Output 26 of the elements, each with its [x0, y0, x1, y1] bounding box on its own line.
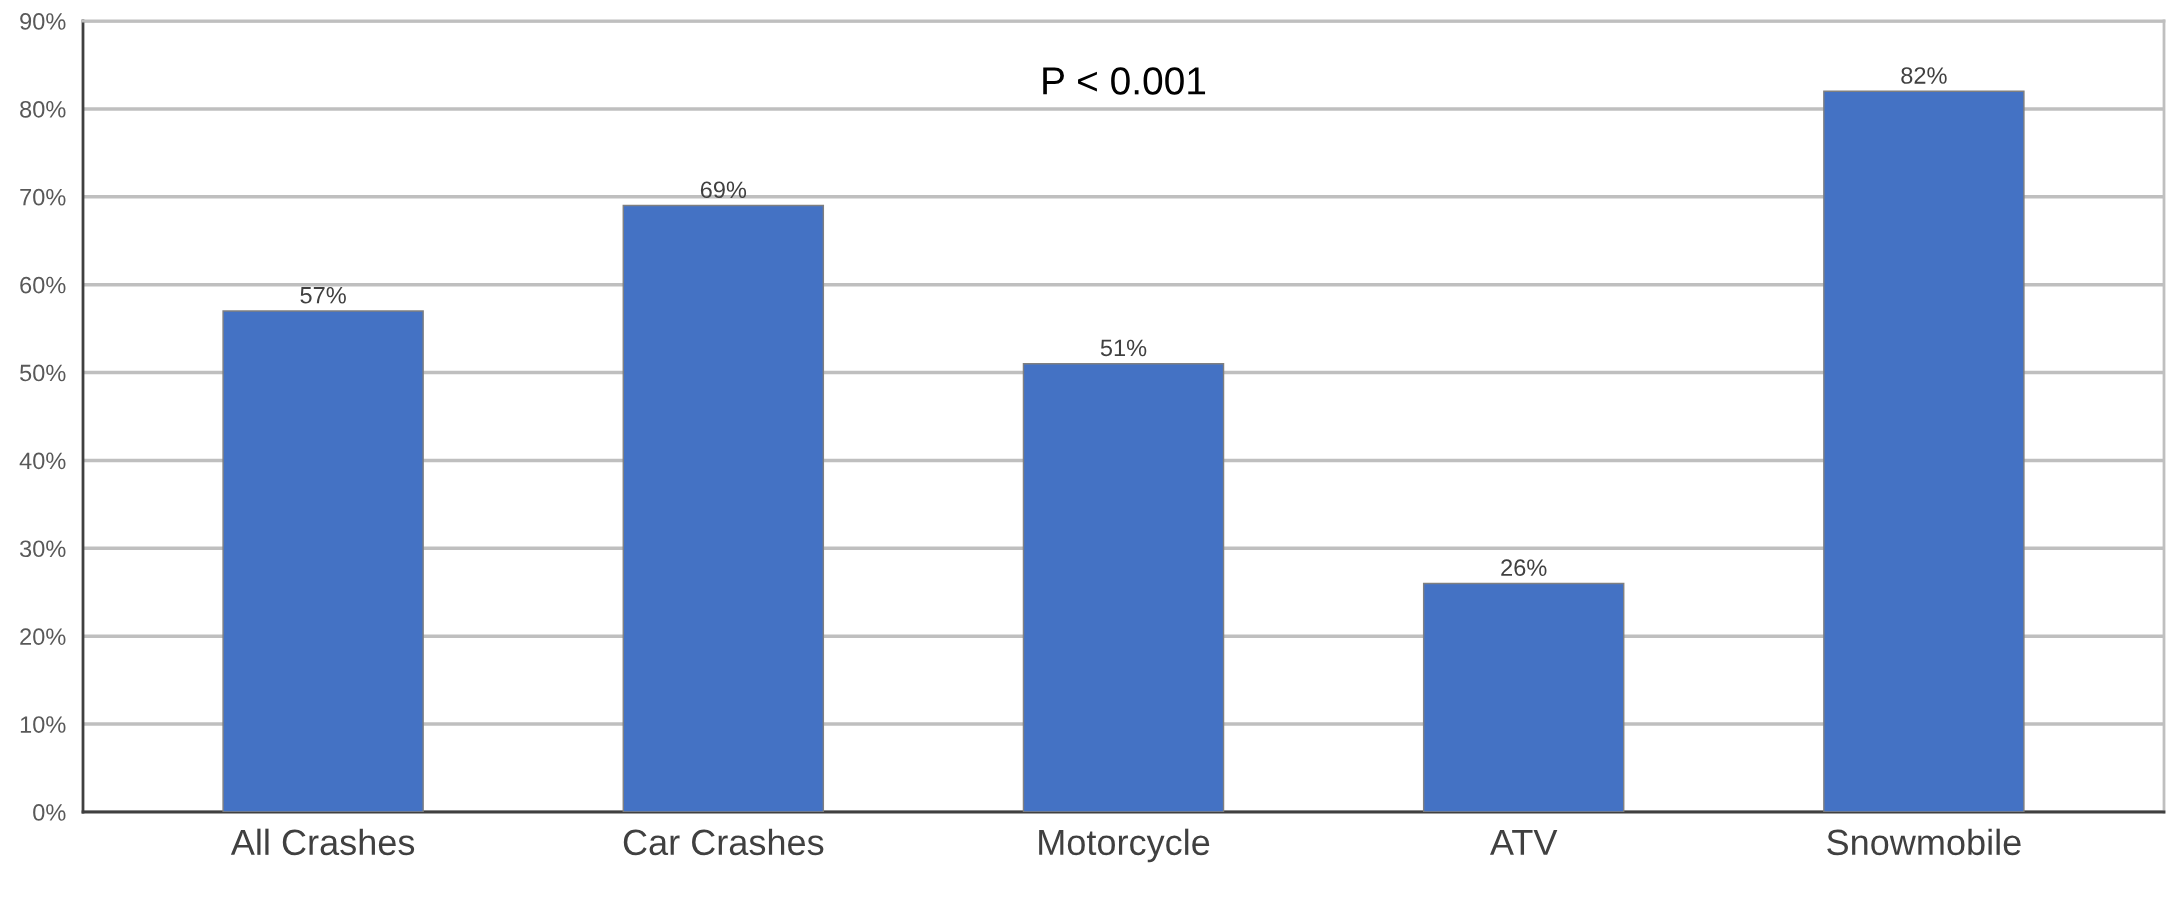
x-tick-label: Car Crashes: [623, 828, 824, 856]
data-label: 69%: [700, 181, 747, 199]
bar: [222, 310, 424, 812]
y-tick-label: 70%: [20, 188, 66, 206]
x-tick-label: Motorcycle: [1039, 828, 1210, 863]
data-label: 26%: [1501, 559, 1547, 577]
data-label: 57%: [300, 286, 346, 304]
data-label: 82%: [1901, 67, 1947, 84]
bar: [1422, 582, 1625, 812]
x-tick-label: Snowmobile: [1827, 828, 2021, 856]
x-tick-label: ATV: [1489, 829, 1558, 855]
y-tick-label: 20%: [20, 628, 66, 646]
y-tick-label: 80%: [20, 100, 66, 118]
y-tick-label: 10%: [20, 716, 66, 733]
bar: [1022, 363, 1225, 812]
data-label: 51%: [1100, 339, 1147, 357]
y-tick-label: 60%: [20, 276, 66, 294]
y-tick-label: 50%: [20, 364, 66, 382]
y-tick-label: 40%: [19, 452, 66, 470]
bar: [1823, 90, 2025, 812]
annotation: P < 0.001: [1043, 67, 1206, 95]
y-tick-label: 0%: [33, 804, 66, 821]
y-tick-label: 90%: [20, 13, 66, 30]
x-tick-label: All Crashes: [230, 828, 415, 856]
y-tick-label: 30%: [19, 540, 66, 558]
bar: [622, 204, 825, 812]
